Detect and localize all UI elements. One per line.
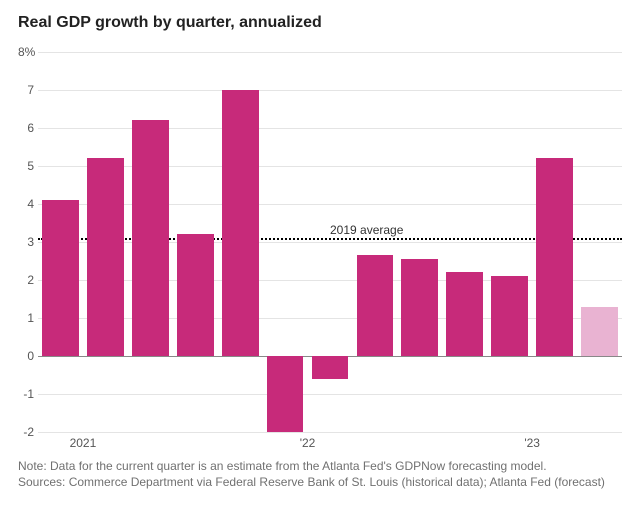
gridline <box>38 204 622 205</box>
bar <box>222 90 259 356</box>
gridline <box>38 166 622 167</box>
bar <box>177 234 214 356</box>
gridline <box>38 394 622 395</box>
bar <box>87 158 124 356</box>
gridline <box>38 280 622 281</box>
x-tick-label: '22 <box>300 436 316 450</box>
bar <box>132 120 169 356</box>
y-tick-label: 4 <box>18 197 34 211</box>
chart-container: Real GDP growth by quarter, annualized -… <box>0 0 640 500</box>
y-tick-label: 5 <box>18 159 34 173</box>
gridline <box>38 128 622 129</box>
y-tick-label: -1 <box>18 387 34 401</box>
y-tick-label: 8% <box>18 45 34 59</box>
gridline <box>38 318 622 319</box>
gridline <box>38 432 622 433</box>
x-tick-label: '23 <box>524 436 540 450</box>
y-tick-label: -2 <box>18 425 34 439</box>
chart-notes: Note: Data for the current quarter is an… <box>18 458 622 490</box>
bar <box>42 200 79 356</box>
bar <box>446 272 483 356</box>
reference-label: 2019 average <box>330 223 403 238</box>
bar <box>581 307 618 356</box>
bar <box>267 356 304 432</box>
y-tick-label: 7 <box>18 83 34 97</box>
note-line: Note: Data for the current quarter is an… <box>18 458 622 474</box>
y-tick-label: 1 <box>18 311 34 325</box>
bar <box>357 255 394 356</box>
chart-title: Real GDP growth by quarter, annualized <box>18 14 622 32</box>
y-tick-label: 6 <box>18 121 34 135</box>
y-tick-label: 3 <box>18 235 34 249</box>
plot-inner: -2-1012345678%2019 average2021'22'23 <box>38 52 622 450</box>
bar <box>401 259 438 356</box>
source-line: Sources: Commerce Department via Federal… <box>18 474 622 490</box>
reference-line <box>38 238 622 240</box>
bar <box>491 276 528 356</box>
plot-area: -2-1012345678%2019 average2021'22'23 <box>38 52 622 450</box>
x-tick-label: 2021 <box>70 436 97 450</box>
gridline <box>38 52 622 53</box>
bar <box>536 158 573 356</box>
bar <box>312 356 349 379</box>
y-tick-label: 2 <box>18 273 34 287</box>
y-tick-label: 0 <box>18 349 34 363</box>
gridline <box>38 90 622 91</box>
gridline <box>38 242 622 243</box>
